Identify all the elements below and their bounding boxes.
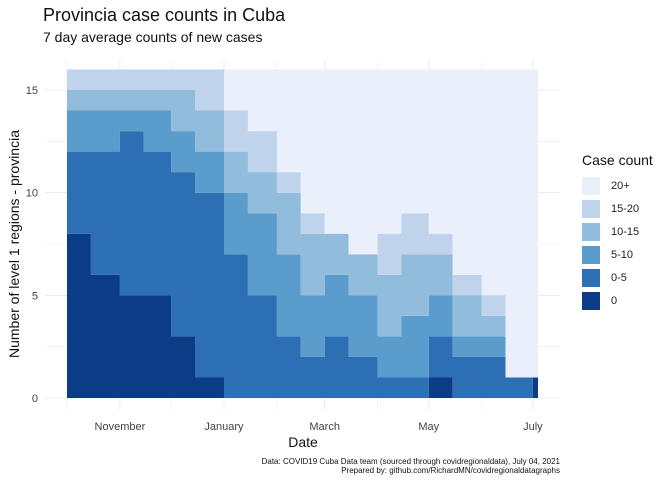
area-series-20plus: [67, 69, 538, 378]
legend-title: Case count: [582, 152, 653, 168]
y-axis-ticks: 0 5 10 15: [26, 85, 38, 405]
area-series-10-15: [67, 90, 538, 378]
y-axis-label: Number of level 1 regions - provincia: [6, 130, 22, 358]
legend: Case count 20+ 15-20 10-15 5-10 0-5 0: [582, 152, 653, 312]
y-tick-label: 5: [32, 290, 38, 302]
area-series-zero: [67, 233, 538, 398]
legend-key: [582, 245, 600, 264]
legend-key: [582, 291, 600, 310]
area-series-0-5: [67, 131, 538, 398]
x-tick-label: March: [309, 421, 340, 433]
stacked-areas: [67, 69, 538, 398]
legend-item: 10-15: [582, 220, 653, 243]
area-series-5-10: [67, 110, 538, 378]
x-tick-label: January: [204, 421, 244, 433]
legend-item: 15-20: [582, 197, 653, 220]
area-series-15-20: [67, 69, 538, 378]
y-tick-label: 0: [32, 393, 38, 405]
chart-subtitle: 7 day average counts of new cases: [43, 29, 263, 45]
x-tick-label: May: [418, 421, 439, 433]
legend-label: 20+: [611, 179, 630, 192]
legend-label: 0: [611, 294, 618, 307]
caption-source: Data: COVID19 Cuba Data team (sourced th…: [261, 457, 560, 466]
legend-label: 5-10: [611, 248, 634, 261]
x-tick-label: November: [95, 421, 146, 433]
y-tick-label: 15: [26, 85, 38, 97]
x-axis-label: Date: [288, 434, 318, 450]
legend-item: 20+: [582, 174, 653, 197]
x-axis-ticks: November January March May July: [95, 421, 544, 433]
legend-label: 15-20: [611, 202, 640, 215]
legend-key: [582, 199, 600, 218]
legend-key: [582, 176, 600, 195]
legend-key: [582, 268, 600, 287]
legend-key: [582, 222, 600, 241]
legend-item: 5-10: [582, 243, 653, 266]
y-tick-label: 10: [26, 188, 38, 200]
legend-label: 0-5: [611, 271, 627, 284]
legend-label: 10-15: [611, 225, 640, 238]
legend-item: 0: [582, 289, 653, 312]
caption-prepared-by: Prepared by: github.com/RichardMN/covidr…: [341, 466, 560, 475]
chart-title: Provincia case counts in Cuba: [43, 5, 286, 25]
x-tick-label: July: [523, 421, 543, 433]
legend-item: 0-5: [582, 266, 653, 289]
